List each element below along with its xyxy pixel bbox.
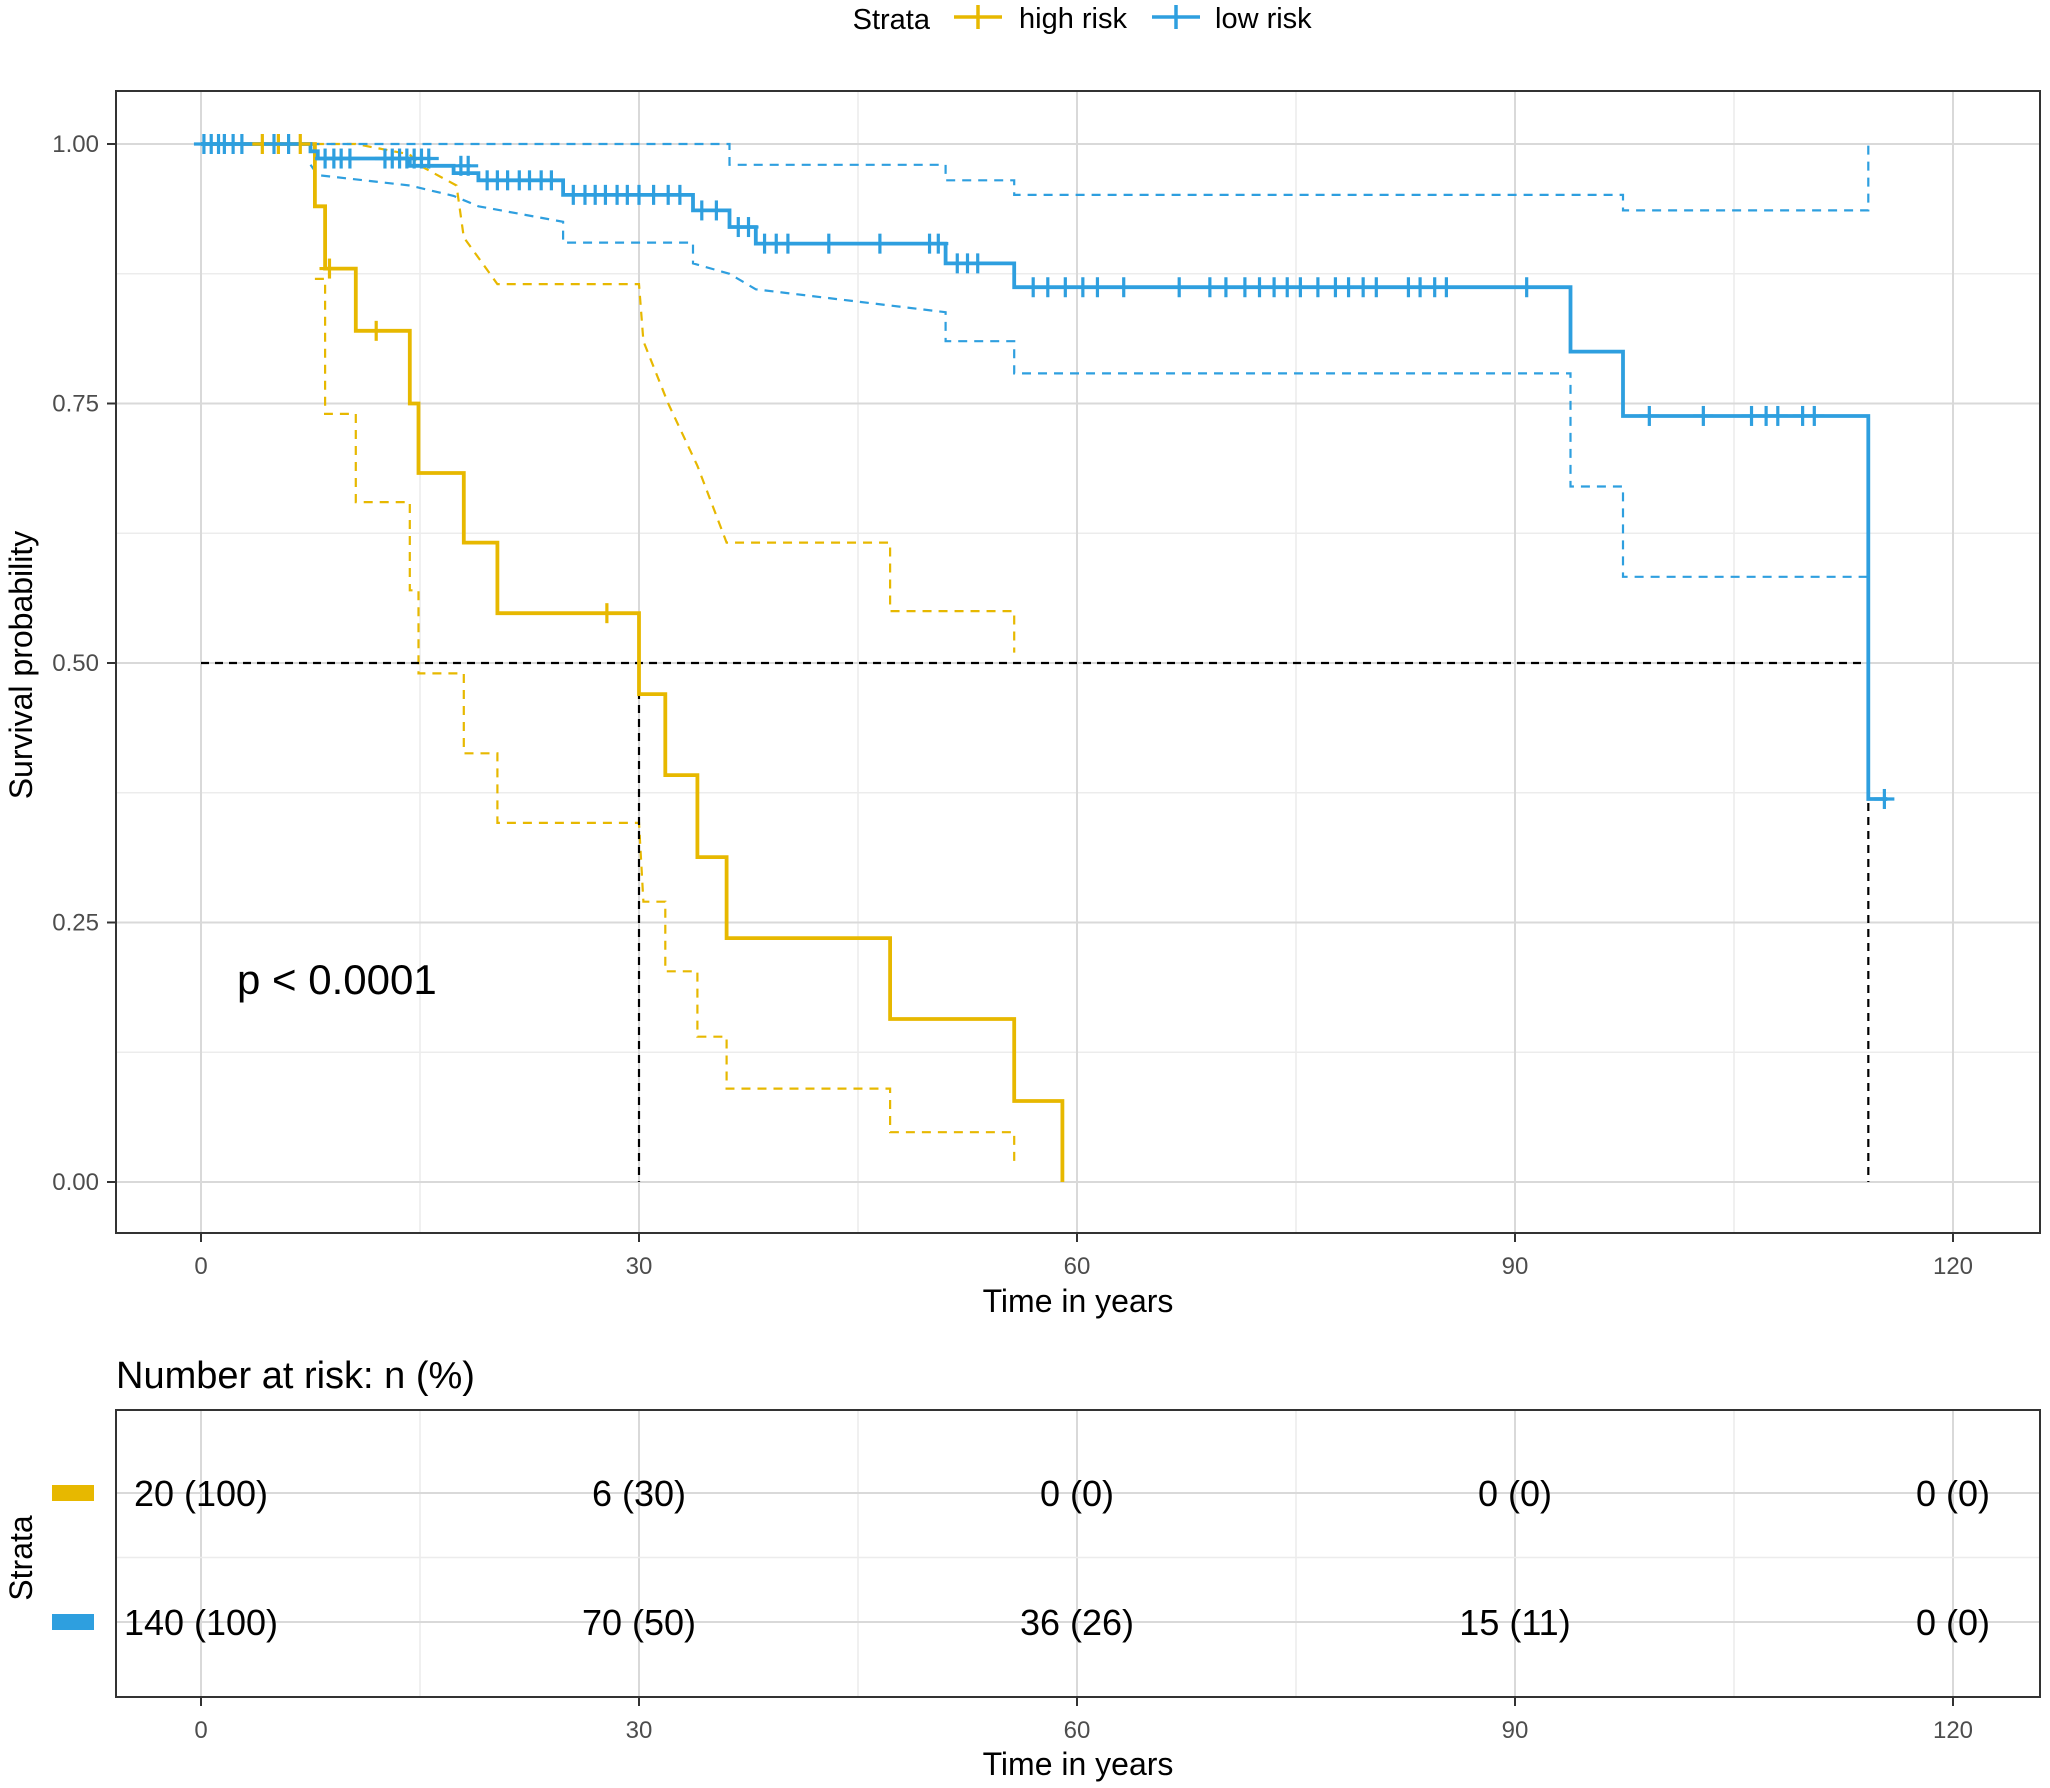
- legend-title: Strata: [853, 4, 931, 36]
- risk-cell-high-risk: 0 (0): [1040, 1473, 1114, 1514]
- censor-mark: [596, 603, 617, 624]
- censor-mark: [1169, 277, 1190, 298]
- censor-mark: [1639, 405, 1660, 426]
- censor-mark: [1037, 277, 1058, 298]
- risk-x-tick-label: 60: [1064, 1717, 1091, 1744]
- censor-mark: [669, 184, 690, 205]
- censor-mark: [231, 134, 252, 154]
- risk-row-color-key-high-risk: [52, 1485, 94, 1501]
- y-tick-label: 0.50: [52, 650, 99, 677]
- risk-x-tick-label: 0: [194, 1717, 207, 1744]
- censor-mark: [1055, 277, 1076, 298]
- x-axis-title: Time in years: [983, 1283, 1174, 1319]
- censor-mark: [1804, 405, 1825, 426]
- risk-table-panel: 20 (100) 6 (30) 0 (0) 0 (0) 0 (0) 140 (100) 70…: [52, 1409, 2041, 1744]
- censor-mark: [1767, 405, 1788, 426]
- risk-cell-high-risk: 6 (30): [592, 1473, 686, 1514]
- censor-mark: [458, 155, 479, 176]
- censor-mark: [738, 217, 759, 238]
- x-tick-label: 0: [194, 1253, 207, 1280]
- legend-key-low-risk: [1152, 5, 1200, 29]
- censor-mark: [418, 148, 439, 169]
- censor-mark: [1874, 788, 1895, 809]
- risk-cell-high-risk: 20 (100): [134, 1473, 268, 1514]
- ci-lower-low-risk: [309, 164, 1869, 578]
- risk-x-tick-label: 90: [1502, 1717, 1529, 1744]
- legend: Strata high risk low risk: [853, 3, 1313, 36]
- ci-upper-low-risk: [310, 142, 1870, 212]
- y-tick-label: 0.00: [52, 1169, 99, 1196]
- p-value-annotation: p < 0.0001: [237, 956, 437, 1003]
- x-tick-label: 120: [1933, 1253, 1973, 1280]
- censor-mark: [706, 200, 727, 221]
- risk-cell-low-risk: 70 (50): [582, 1602, 696, 1643]
- risk-table-y-axis-title: Strata: [3, 1515, 39, 1601]
- x-tick-label: 90: [1502, 1253, 1529, 1280]
- censor-mark: [1215, 277, 1236, 298]
- censor-mark: [967, 253, 988, 274]
- y-tick-label: 0.25: [52, 910, 99, 937]
- censor-mark: [1366, 277, 1387, 298]
- y-tick-label: 0.75: [52, 391, 99, 418]
- censor-mark: [869, 233, 890, 254]
- censor-mark: [278, 134, 299, 154]
- ci-upper-high-risk: [314, 142, 1016, 653]
- risk-x-tick-label: 120: [1933, 1717, 1973, 1744]
- risk-cell-low-risk: 140 (100): [124, 1602, 278, 1643]
- risk-table-x-axis-title: Time in years: [983, 1746, 1174, 1782]
- y-axis-title: Survival probability: [3, 531, 39, 800]
- censor-mark: [928, 233, 949, 254]
- legend-key-high-risk: [954, 5, 1002, 29]
- x-tick-label: 60: [1064, 1253, 1091, 1280]
- risk-row-color-key-low-risk: [52, 1614, 94, 1630]
- risk-cell-high-risk: 0 (0): [1916, 1473, 1990, 1514]
- censor-mark: [1290, 277, 1311, 298]
- risk-cell-high-risk: 0 (0): [1478, 1473, 1552, 1514]
- censor-mark: [1087, 277, 1108, 298]
- censor-mark: [1516, 277, 1537, 298]
- censor-mark: [541, 170, 562, 191]
- x-tick-label: 30: [626, 1253, 653, 1280]
- main-plot-panel: 0 30 60 90 120 0.00 0.25 0.50 0.75 1.00: [52, 90, 2041, 1280]
- axis-ticks: 0 30 60 90 120 0.00 0.25 0.50 0.75 1.00: [52, 131, 1973, 1280]
- censor-mark: [1436, 277, 1457, 298]
- risk-cell-low-risk: 15 (11): [1459, 1602, 1570, 1643]
- censor-mark: [366, 320, 387, 341]
- ci-lower-high-risk: [314, 277, 1016, 1167]
- risk-cell-low-risk: 0 (0): [1916, 1602, 1990, 1643]
- censor-mark: [339, 148, 360, 169]
- censor-mark: [1693, 405, 1714, 426]
- censor-mark: [818, 233, 839, 254]
- risk-table-title: Number at risk: n (%): [116, 1355, 475, 1397]
- censor-mark: [777, 233, 798, 254]
- censor-mark: [1113, 277, 1134, 298]
- risk-x-tick-label: 30: [626, 1717, 653, 1744]
- censor-marks-low-risk: [193, 134, 1895, 809]
- risk-cell-low-risk: 36 (26): [1020, 1602, 1134, 1643]
- y-tick-label: 1.00: [52, 131, 99, 158]
- legend-label-low-risk: low risk: [1215, 3, 1312, 35]
- legend-label-high-risk: high risk: [1019, 3, 1127, 35]
- survival-curve-high-risk: [201, 142, 1065, 1182]
- censor-marks-high-risk: [252, 134, 617, 624]
- censor-mark: [1307, 277, 1328, 298]
- censor-mark: [319, 258, 340, 279]
